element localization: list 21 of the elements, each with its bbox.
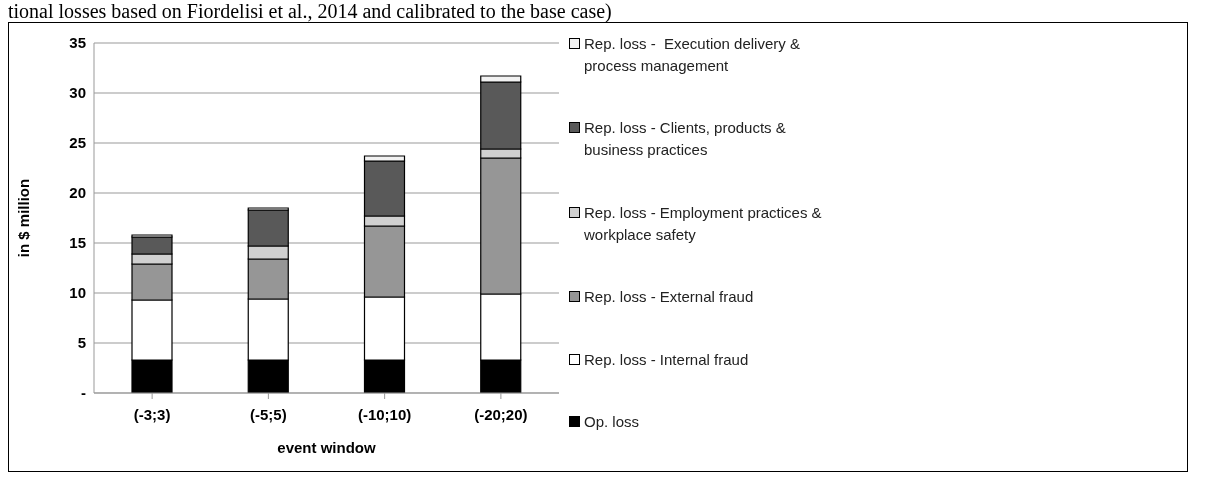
legend-label: Rep. loss - Employment practices & workplace safety xyxy=(584,202,823,245)
y-tick-label: 20 xyxy=(69,184,86,202)
x-tick-label: (-5;5) xyxy=(250,405,287,423)
y-tick-label: 30 xyxy=(69,84,86,102)
legend-label: Rep. loss - Clients, products & business practices xyxy=(584,118,787,161)
y-tick-label: 35 xyxy=(69,34,86,52)
y-tick-label: - xyxy=(81,384,86,402)
legend-label: Op. loss xyxy=(584,411,640,432)
y-tick-label: 10 xyxy=(69,284,86,302)
x-tick-label: (-20;20) xyxy=(474,405,528,423)
text: tional losses based on Fiordelisi et al., 2014 and calibrated to the base case) xyxy=(8,0,613,22)
legend-label: Rep. loss - Execution delivery & process management xyxy=(584,34,801,76)
y-axis-title: in $ million xyxy=(15,178,33,258)
legend-label: Rep. loss - External fraud xyxy=(584,287,754,308)
x-tick-label: (-3;3) xyxy=(133,405,171,423)
legend-label: Rep. loss - Internal fraud xyxy=(584,349,749,370)
x-tick-label: (-10;10) xyxy=(357,405,412,423)
y-tick-label: 15 xyxy=(69,234,86,252)
x-axis-title: event window xyxy=(277,439,376,456)
y-tick-label: 5 xyxy=(77,334,86,352)
y-tick-label: 25 xyxy=(69,134,86,152)
